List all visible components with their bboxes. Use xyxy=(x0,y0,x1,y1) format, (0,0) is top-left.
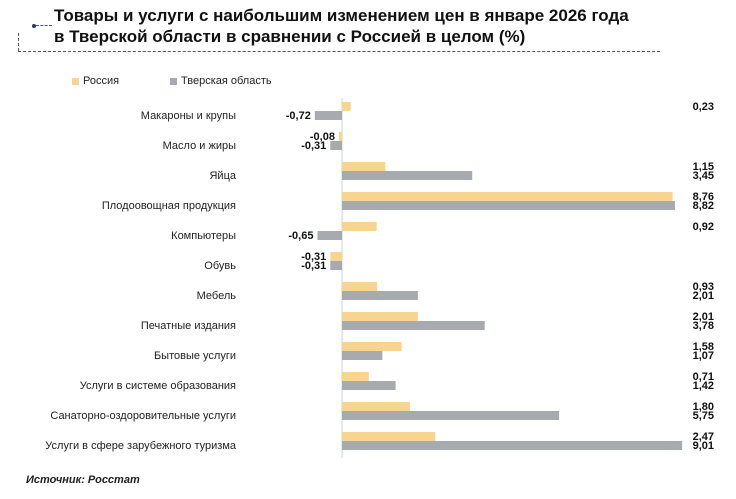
value-label-tver: 5,75 xyxy=(693,410,714,422)
category-label: Услуги в системе образования xyxy=(80,380,236,392)
bar-tver xyxy=(342,171,473,180)
value-label-tver: -0,31 xyxy=(301,260,326,272)
bar-russia xyxy=(342,432,436,441)
category-label: Обувь xyxy=(204,260,236,272)
value-label-tver: 3,78 xyxy=(693,320,714,332)
category-label: Яйца xyxy=(209,170,236,182)
value-label-tver: -0,72 xyxy=(286,110,311,122)
value-label-russia: 0,92 xyxy=(693,221,714,233)
bar-russia xyxy=(330,252,342,261)
bar-tver xyxy=(314,111,342,120)
bar-russia xyxy=(342,282,378,291)
category-label: Компьютеры xyxy=(171,230,236,242)
legend-label-tver: Тверская область xyxy=(181,75,272,87)
value-label-russia: -0,31 xyxy=(301,251,326,263)
bar-tver xyxy=(330,261,342,270)
title-dotted-rule-bottom xyxy=(18,51,660,52)
value-label-tver: 3,45 xyxy=(693,170,714,182)
source-note: Источник: Росстат xyxy=(26,474,140,486)
bar-tver xyxy=(342,201,675,210)
value-label-tver: -0,31 xyxy=(301,140,326,152)
value-label-tver: 1,42 xyxy=(693,380,714,392)
category-label: Макароны и крупы xyxy=(141,110,236,122)
title-dotted-rule-left xyxy=(18,33,19,51)
bar-tver xyxy=(342,411,560,420)
bar-russia xyxy=(338,132,342,141)
legend-item-tver: Тверская область xyxy=(170,75,272,87)
value-label-tver: 1,07 xyxy=(693,350,714,362)
legend-label-russia: Россия xyxy=(83,75,120,87)
bar-russia xyxy=(342,222,377,231)
bar-tver xyxy=(342,381,396,390)
bar-russia xyxy=(342,402,410,411)
category-label: Бытовые услуги xyxy=(154,350,236,362)
value-label-russia: -0,08 xyxy=(310,131,335,143)
bar-russia xyxy=(342,312,418,321)
bar-tver xyxy=(317,231,342,240)
bar-russia xyxy=(342,372,369,381)
bar-tver xyxy=(342,291,418,300)
bar-tver xyxy=(342,351,383,360)
category-label: Мебель xyxy=(197,290,237,302)
category-label: Плодоовощная продукция xyxy=(102,200,236,212)
value-label-russia: 0,23 xyxy=(693,101,714,113)
legend-swatch-tver xyxy=(170,77,177,85)
chart-title: Товары и услуги с наибольшим изменением … xyxy=(54,5,629,47)
category-label: Печатные издания xyxy=(141,320,236,332)
value-label-russia: 2,47 xyxy=(693,431,714,443)
value-label-russia: 0,71 xyxy=(693,371,714,383)
value-label-russia: 0,93 xyxy=(693,281,714,293)
legend-item-russia: Россия xyxy=(72,75,119,87)
value-label-tver: -0,65 xyxy=(288,230,313,242)
bar-tver xyxy=(342,321,485,330)
value-label-russia: 1,80 xyxy=(693,401,714,413)
category-label: Услуги в сфере зарубежного туризма xyxy=(45,440,237,452)
bar-tver xyxy=(342,441,683,450)
category-label: Масло и жиры xyxy=(163,140,236,152)
value-label-russia: 8,76 xyxy=(693,191,714,203)
title-line-2: в Тверской области в сравнении с Россией… xyxy=(54,27,526,46)
value-label-tver: 2,01 xyxy=(693,290,714,302)
bar-russia xyxy=(342,162,386,171)
category-label: Санаторно-оздоровительные услуги xyxy=(50,410,236,422)
title-dotted-rule-top xyxy=(36,25,52,26)
value-label-tver: 9,01 xyxy=(693,440,714,452)
title-marker-dot xyxy=(32,24,36,28)
bar-russia xyxy=(342,192,673,201)
title-line-1: Товары и услуги с наибольшим изменением … xyxy=(54,6,629,25)
legend-swatch-russia xyxy=(72,77,79,85)
value-label-russia: 1,58 xyxy=(693,341,714,353)
bar-tver xyxy=(330,141,342,150)
value-label-tver: 8,82 xyxy=(693,200,714,212)
bar-russia xyxy=(342,102,351,111)
bar-russia xyxy=(342,342,402,351)
value-label-russia: 1,15 xyxy=(693,161,714,173)
value-label-russia: 2,01 xyxy=(693,311,714,323)
